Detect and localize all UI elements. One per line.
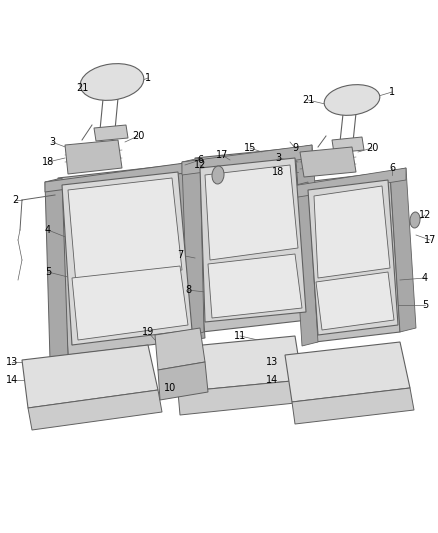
Polygon shape: [285, 342, 410, 402]
Polygon shape: [195, 148, 308, 332]
Text: 14: 14: [266, 375, 278, 385]
Polygon shape: [45, 178, 68, 360]
Text: 10: 10: [164, 383, 176, 393]
Polygon shape: [305, 172, 400, 342]
Polygon shape: [172, 336, 302, 392]
Text: 20: 20: [132, 131, 144, 141]
Text: 3: 3: [49, 137, 55, 147]
Text: 12: 12: [194, 160, 206, 170]
Polygon shape: [62, 172, 192, 345]
Polygon shape: [155, 328, 205, 370]
Text: 13: 13: [6, 357, 18, 367]
Polygon shape: [182, 158, 204, 336]
Polygon shape: [205, 165, 298, 260]
Polygon shape: [94, 125, 128, 141]
Polygon shape: [390, 168, 416, 332]
Text: 3: 3: [275, 153, 281, 163]
Polygon shape: [308, 180, 398, 335]
Polygon shape: [295, 145, 325, 320]
Polygon shape: [208, 254, 302, 318]
Polygon shape: [65, 140, 122, 174]
Polygon shape: [45, 162, 192, 192]
Text: 6: 6: [197, 155, 203, 165]
Polygon shape: [292, 168, 406, 198]
Polygon shape: [68, 178, 182, 284]
Ellipse shape: [410, 212, 420, 228]
Polygon shape: [200, 158, 306, 322]
Text: 13: 13: [266, 357, 278, 367]
Text: 19: 19: [142, 327, 154, 337]
Polygon shape: [292, 388, 414, 424]
Polygon shape: [316, 272, 394, 330]
Ellipse shape: [212, 166, 224, 184]
Text: 11: 11: [234, 331, 246, 341]
Polygon shape: [332, 137, 364, 153]
Text: 12: 12: [419, 210, 431, 220]
Text: 1: 1: [145, 73, 151, 83]
Polygon shape: [292, 182, 318, 346]
Text: 9: 9: [292, 143, 298, 153]
Text: 5: 5: [422, 300, 428, 310]
Text: 18: 18: [272, 167, 284, 177]
Polygon shape: [182, 145, 312, 175]
Text: 18: 18: [42, 157, 54, 167]
Ellipse shape: [80, 63, 144, 100]
Polygon shape: [300, 147, 356, 177]
Text: 21: 21: [76, 83, 88, 93]
Polygon shape: [178, 380, 305, 415]
Polygon shape: [158, 362, 208, 400]
Text: 4: 4: [45, 225, 51, 235]
Text: 17: 17: [216, 150, 228, 160]
Text: 8: 8: [185, 285, 191, 295]
Polygon shape: [28, 390, 162, 430]
Text: 4: 4: [422, 273, 428, 283]
Text: 7: 7: [177, 250, 183, 260]
Text: 21: 21: [302, 95, 314, 105]
Ellipse shape: [324, 85, 380, 115]
Text: 17: 17: [424, 235, 436, 245]
Text: 6: 6: [389, 163, 395, 173]
Text: 1: 1: [389, 87, 395, 97]
Text: 14: 14: [6, 375, 18, 385]
Text: 2: 2: [12, 195, 18, 205]
Text: 5: 5: [45, 267, 51, 277]
Polygon shape: [175, 162, 205, 340]
Polygon shape: [72, 266, 188, 340]
Text: 20: 20: [366, 143, 378, 153]
Text: 15: 15: [244, 143, 256, 153]
Polygon shape: [314, 186, 390, 278]
Polygon shape: [22, 345, 158, 408]
Polygon shape: [58, 165, 190, 355]
